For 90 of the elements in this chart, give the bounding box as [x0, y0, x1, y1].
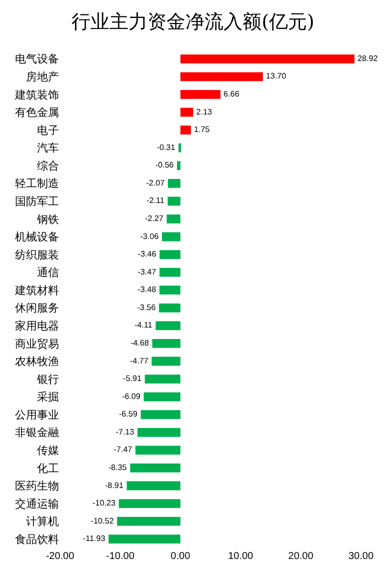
- bar: [117, 516, 180, 526]
- y-tick-label: 商业贸易: [15, 337, 59, 350]
- data-label: 1.75: [194, 125, 210, 134]
- y-tick-label: 通信: [37, 266, 59, 280]
- data-label: -0.31: [156, 142, 176, 152]
- x-tick-label: 20.00: [288, 551, 314, 562]
- x-tick-label: 30.00: [348, 551, 374, 562]
- bar: [130, 464, 180, 472]
- bar: [177, 161, 180, 170]
- bar: [152, 339, 180, 348]
- data-label: -4.11: [134, 320, 153, 330]
- y-tick-label: 电子: [37, 124, 59, 137]
- bar: [158, 303, 180, 312]
- y-tick-label: 公用事业: [15, 408, 59, 422]
- bar: [144, 374, 180, 384]
- data-label: -4.77: [130, 356, 149, 366]
- data-label: 6.66: [223, 89, 240, 98]
- data-label: 28.92: [358, 54, 378, 63]
- data-label: -6.59: [118, 410, 138, 419]
- bar: [137, 428, 180, 437]
- data-label: -3.46: [138, 250, 157, 259]
- y-tick-label: 有色金属: [15, 106, 59, 120]
- bar: [162, 232, 180, 242]
- bar: [180, 108, 194, 117]
- bar: [168, 178, 180, 188]
- y-tick-label: 综合: [37, 159, 59, 172]
- y-tick-label: 传媒: [37, 444, 59, 458]
- x-tick-label: 0.00: [170, 551, 191, 562]
- y-tick-label: 非银金融: [15, 426, 59, 440]
- data-label: -2.07: [146, 178, 166, 188]
- data-label: -2.11: [146, 196, 165, 206]
- y-tick-label: 家用电器: [15, 320, 59, 333]
- data-label: -3.06: [140, 232, 160, 241]
- y-tick-label: 国防军工: [15, 195, 59, 208]
- y-tick-label: 建筑装饰: [14, 88, 59, 102]
- data-label: -4.68: [130, 338, 150, 348]
- data-label: -5.91: [123, 374, 142, 384]
- y-tick-label: 计算机: [26, 515, 59, 528]
- bar: [144, 392, 180, 402]
- bar: [180, 90, 220, 99]
- y-tick-label: 化工: [37, 462, 59, 475]
- bar: [160, 250, 180, 259]
- bar: [126, 481, 180, 490]
- bar: [180, 126, 191, 134]
- y-tick-label: 采掘: [37, 390, 59, 404]
- y-tick-label: 轻工制造: [15, 177, 59, 190]
- data-label: 13.70: [266, 72, 287, 81]
- y-tick-label: 电气设备: [15, 52, 59, 66]
- data-label: -8.91: [104, 480, 124, 490]
- data-label: -3.56: [137, 302, 156, 312]
- data-label: 2.13: [196, 107, 212, 116]
- data-label: -11.93: [82, 534, 106, 544]
- y-tick-label: 食品饮料: [15, 532, 59, 546]
- x-tick-label: 10.00: [228, 551, 254, 562]
- bar: [166, 214, 180, 224]
- bar: [180, 54, 354, 64]
- bar: [152, 356, 180, 366]
- x-tick-label: -20.00: [46, 551, 75, 562]
- y-tick-label: 建筑材料: [14, 284, 59, 297]
- bar: [168, 196, 180, 206]
- bar: [140, 410, 180, 420]
- x-tick-label: -10.00: [106, 551, 135, 562]
- y-tick-label: 机械设备: [15, 230, 59, 244]
- data-label: -8.35: [108, 462, 128, 472]
- y-tick-label: 医药生物: [15, 480, 59, 493]
- y-tick-label: 纺织服装: [15, 248, 59, 262]
- bar: [108, 534, 180, 544]
- y-tick-label: 钢铁: [36, 212, 59, 226]
- data-label: -10.52: [90, 516, 114, 526]
- data-label: -0.56: [155, 160, 174, 170]
- bar: [180, 72, 263, 82]
- y-tick-label: 银行: [36, 372, 59, 386]
- bar: [156, 321, 180, 330]
- y-tick-label: 农林牧渔: [15, 355, 59, 368]
- y-tick-label: 房地产: [26, 70, 59, 84]
- data-label: -7.13: [116, 427, 135, 436]
- bar: [160, 268, 180, 277]
- bar: [159, 286, 180, 295]
- y-tick-label: 休闲服务: [15, 302, 59, 315]
- data-label: -10.23: [92, 498, 116, 508]
- chart-title: 行业主力资金净流入额(亿元): [72, 10, 314, 33]
- bar: [135, 446, 180, 455]
- data-label: -2.27: [144, 214, 164, 223]
- y-tick-label: 交通运输: [15, 497, 59, 510]
- y-tick-label: 汽车: [37, 142, 59, 155]
- data-label: -3.47: [138, 267, 157, 276]
- data-label: -6.09: [122, 392, 141, 401]
- data-label: -7.47: [114, 445, 133, 454]
- bar: [118, 499, 180, 508]
- data-label: -3.48: [138, 285, 157, 294]
